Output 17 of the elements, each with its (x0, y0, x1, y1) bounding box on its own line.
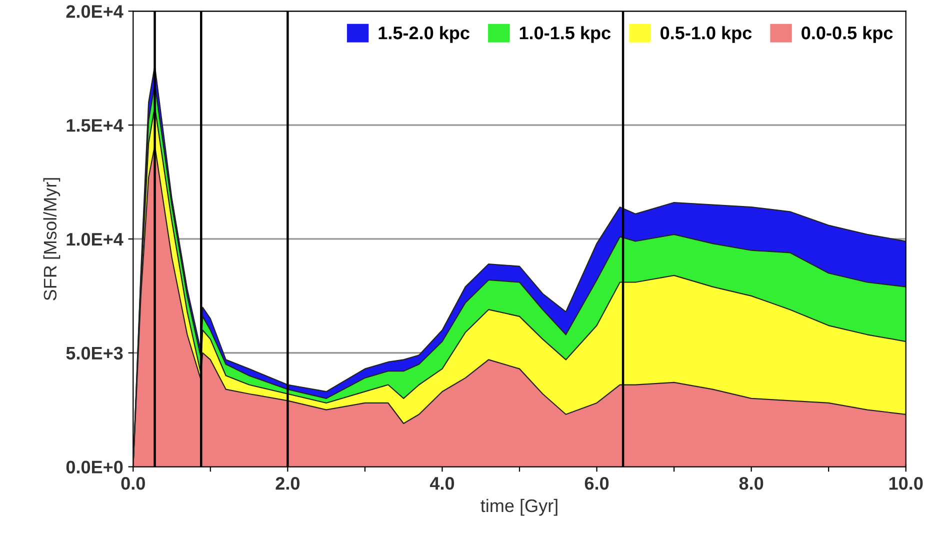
x-tick-label: 8.0 (739, 476, 764, 490)
x-tick-label: 6.0 (584, 476, 609, 490)
legend-label: 1.0-1.5 kpc (520, 26, 611, 43)
x-tick-label: 0.0 (121, 476, 145, 490)
legend-label: 0.5-1.0 kpc (660, 26, 752, 43)
y-axis-title: SFR [Msol/Myr] (43, 178, 60, 300)
x-tick-label: 10.0 (889, 476, 923, 490)
legend-label: 1.5-2.0 kpc (378, 26, 470, 43)
y-tick-label: 2.0E+4 (66, 5, 124, 18)
y-tick-label: 5.0E+3 (66, 346, 123, 360)
y-tick-label: 0.0E+0 (66, 460, 123, 474)
y-tick-label: 1.0E+4 (66, 232, 124, 246)
legend-label: 0.0-0.5 kpc (802, 26, 893, 43)
x-axis-title: time [Gyr] (480, 498, 558, 516)
x-tick-label: 2.0 (276, 476, 300, 490)
x-tick-label: 4.0 (430, 476, 454, 490)
y-tick-label: 1.5E+4 (66, 119, 124, 132)
